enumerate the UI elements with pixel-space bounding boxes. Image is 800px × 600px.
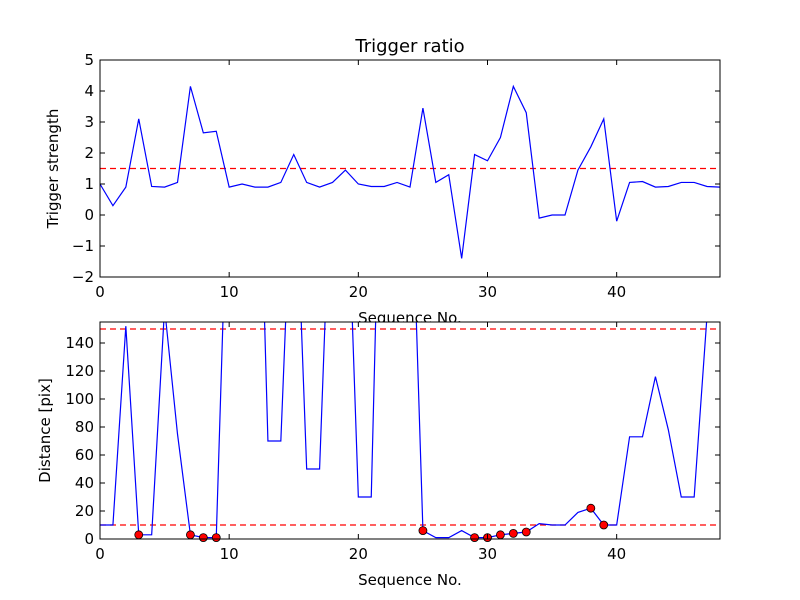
bottom-y-tick-label: 40 (75, 474, 94, 492)
data-point-marker (134, 530, 144, 540)
bottom-y-tick-label: 120 (65, 362, 94, 380)
bottom-y-tick-label: 140 (65, 334, 94, 352)
data-point-marker (470, 533, 479, 542)
bottom-chart: Sequence No. Distance [pix] (36, 378, 462, 589)
top-y-tick-label: 4 (84, 82, 94, 100)
bottom-x-tick-label: 30 (478, 545, 497, 563)
top-series-line (100, 84, 720, 259)
bottom-x-tick-label: 20 (349, 545, 368, 563)
bottom-y-tick-label: 80 (75, 418, 94, 436)
top-y-axis-label: Trigger strength (44, 109, 62, 230)
bottom-x-tick-label: 10 (220, 545, 239, 563)
data-point-marker (418, 526, 428, 535)
bottom-y-tick-label: 0 (84, 530, 94, 548)
top-y-tick-label: −1 (72, 237, 94, 255)
data-point-marker (586, 503, 596, 513)
bottom-y-axis-label: Distance [pix] (36, 378, 54, 483)
top-axes-frame (99, 59, 721, 278)
bottom-y-tick-label: 60 (75, 446, 94, 464)
bottom-y-tick-label: 20 (75, 502, 94, 520)
bottom-axes-frame (99, 321, 721, 540)
top-x-tick-label: 40 (607, 283, 626, 301)
top-y-tick-label: 3 (84, 113, 94, 131)
bottom-x-tick-label: 40 (607, 545, 626, 563)
bottom-y-tick-label: 100 (65, 390, 94, 408)
top-x-tick-label: 0 (95, 283, 105, 301)
top-x-tick-label: 10 (220, 283, 239, 301)
data-point-marker (599, 520, 609, 530)
data-point-marker (198, 533, 208, 542)
data-point-marker (186, 530, 195, 540)
top-y-tick-label: 2 (84, 144, 94, 162)
top-y-tick-label: 5 (84, 51, 94, 69)
bottom-plot-area (100, 322, 720, 539)
top-x-tick-label: 30 (478, 283, 497, 301)
top-chart-title: Trigger ratio (354, 36, 464, 57)
data-point-marker (521, 527, 531, 537)
data-point-marker (508, 529, 518, 538)
top-y-tick-label: 0 (84, 206, 94, 224)
top-x-tick-label: 20 (349, 283, 368, 301)
data-point-marker (211, 533, 221, 542)
bottom-x-tick-label: 0 (95, 545, 105, 563)
data-point-marker (496, 530, 505, 540)
bottom-x-axis-label: Sequence No. (358, 571, 462, 589)
top-y-tick-label: 1 (84, 175, 94, 193)
top-plot-content (100, 84, 720, 259)
top-y-tick-label: −2 (72, 268, 94, 286)
